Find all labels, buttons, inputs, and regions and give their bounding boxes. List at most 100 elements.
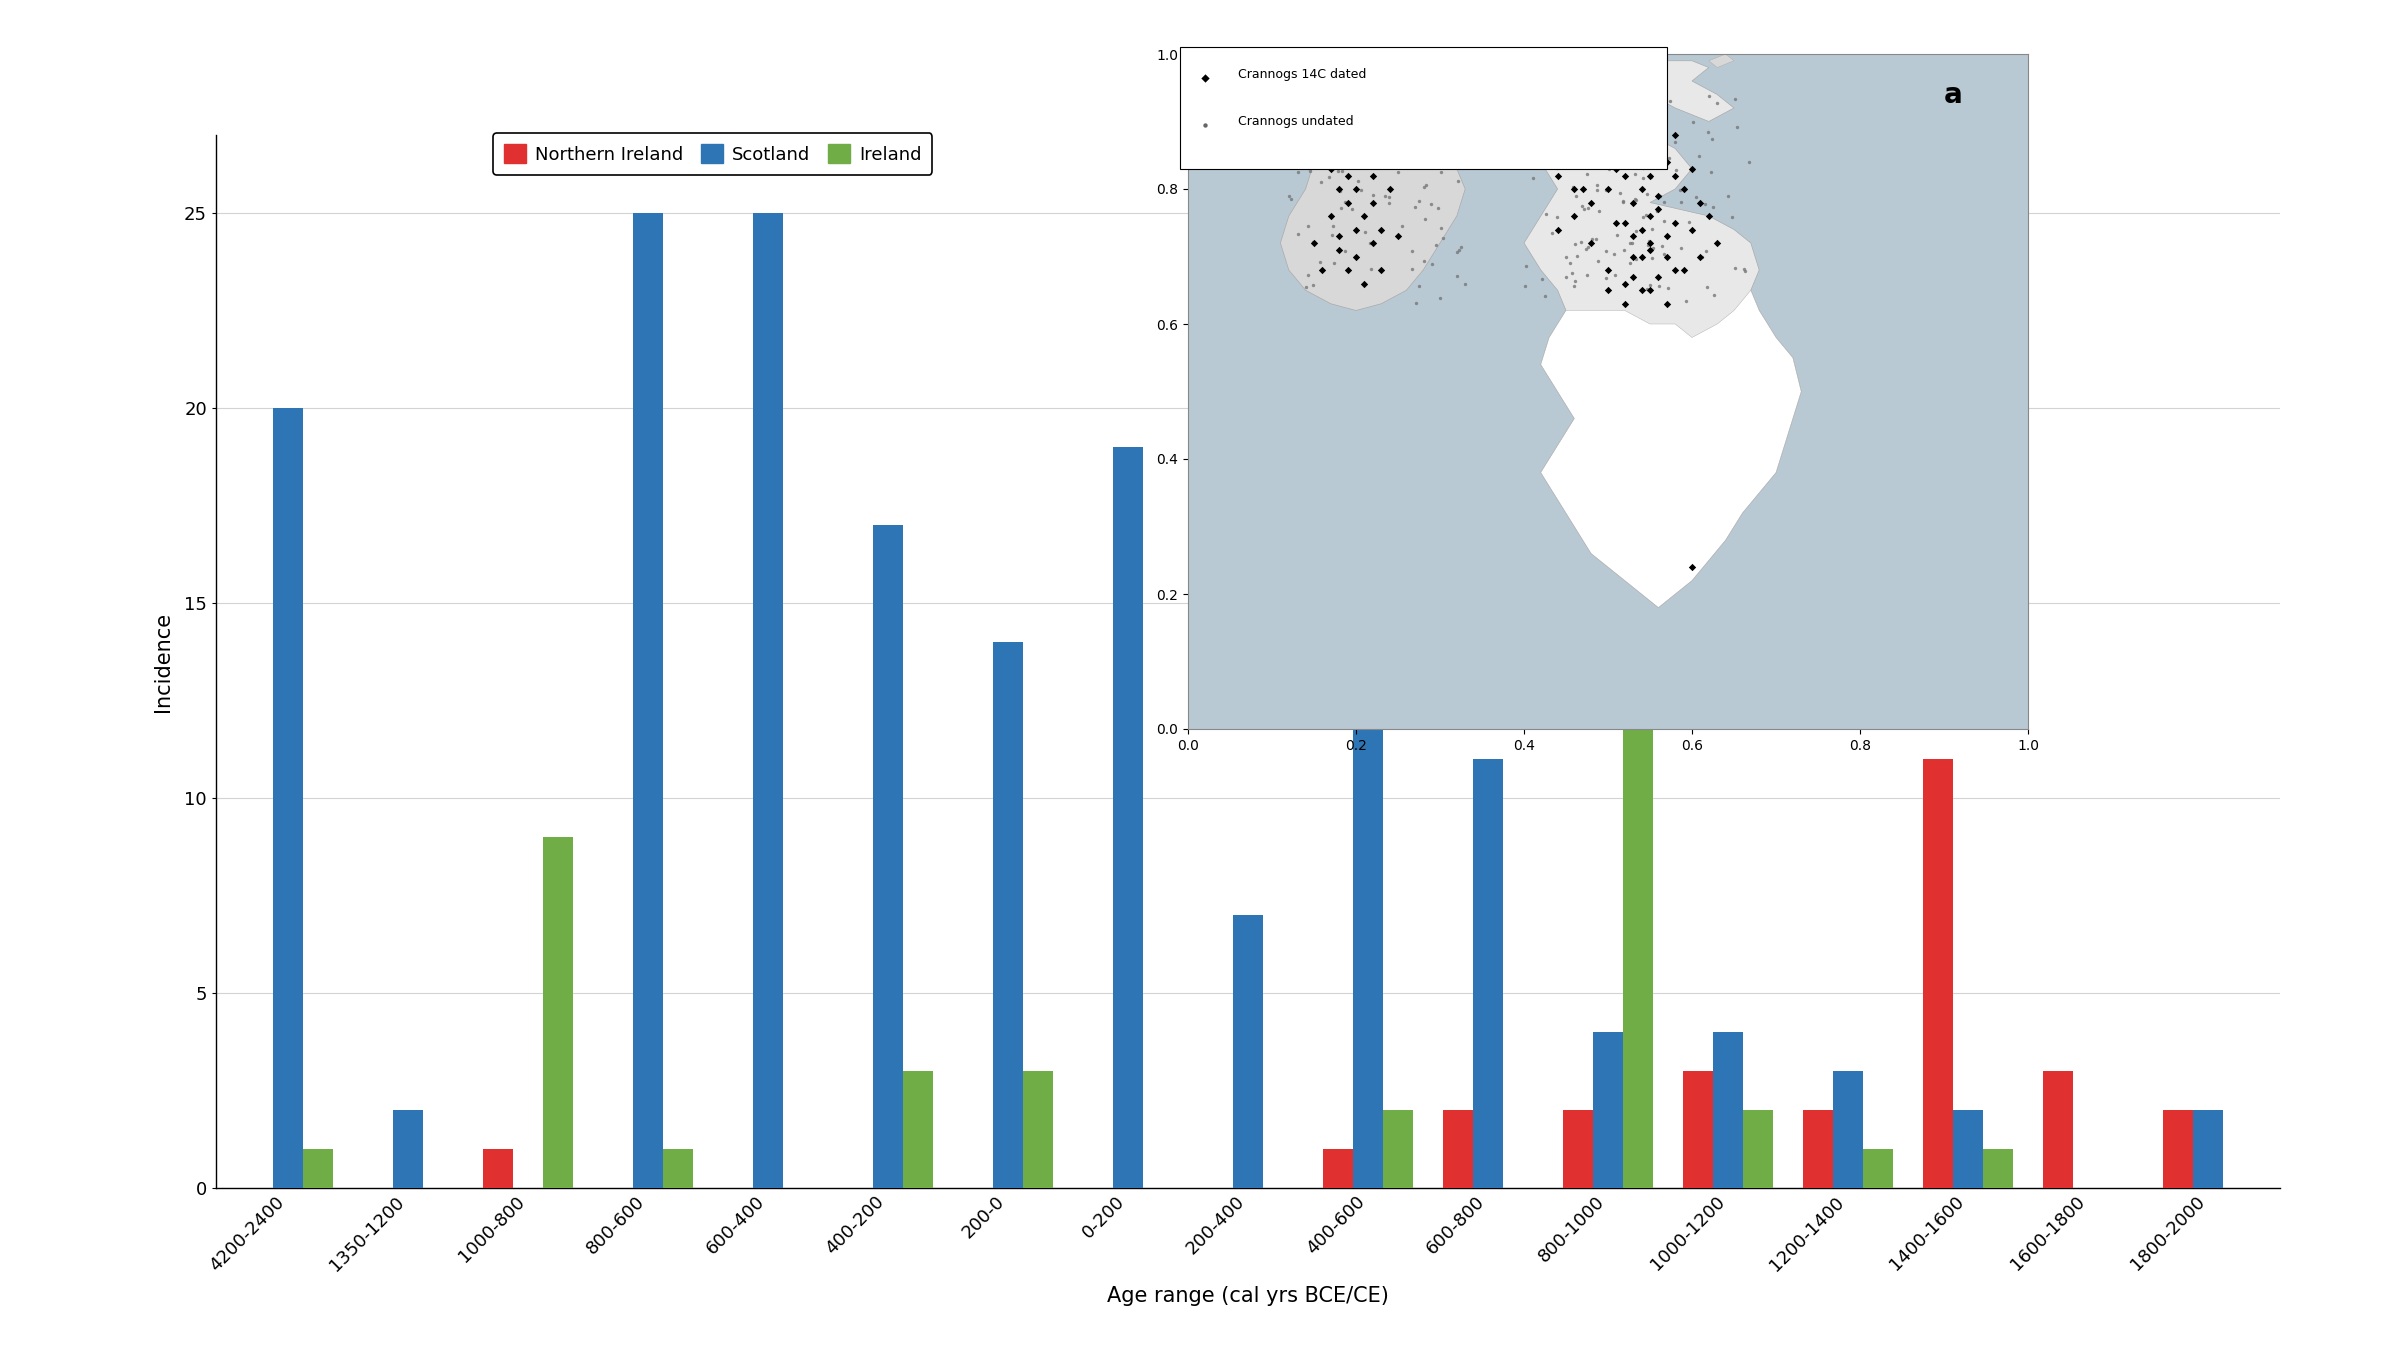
Bar <box>1474 759 1502 1188</box>
Point <box>1279 162 1318 184</box>
Text: Crannogs undated: Crannogs undated <box>1238 115 1354 128</box>
Point <box>1325 240 1363 262</box>
Point <box>1690 205 1728 227</box>
Point <box>1656 165 1694 186</box>
Point <box>1565 144 1603 166</box>
Point <box>1332 198 1370 220</box>
Point <box>1630 274 1668 296</box>
Point <box>1639 117 1678 139</box>
Point <box>1558 244 1596 266</box>
Point <box>1279 223 1318 244</box>
Point <box>1682 246 1721 267</box>
Text: Crannogs 14C dated: Crannogs 14C dated <box>1238 68 1366 81</box>
Point <box>1726 259 1764 281</box>
Point <box>1399 190 1438 212</box>
Point <box>1555 116 1594 138</box>
Bar <box>1742 1110 1774 1188</box>
Point <box>1186 115 1224 136</box>
Bar <box>1354 329 1382 1188</box>
Bar <box>994 643 1022 1188</box>
Point <box>1656 259 1694 281</box>
Point <box>1370 192 1409 213</box>
Point <box>1284 154 1322 176</box>
Point <box>1670 211 1709 232</box>
Point <box>1565 198 1603 220</box>
Point <box>1630 90 1668 112</box>
Point <box>1363 151 1402 173</box>
Point <box>1598 212 1637 234</box>
Point <box>1303 259 1342 281</box>
Point <box>1606 165 1644 186</box>
Point <box>1682 192 1721 213</box>
Bar <box>1922 759 1954 1188</box>
Point <box>1615 246 1654 267</box>
Point <box>1310 158 1349 180</box>
Point <box>1661 180 1699 201</box>
Point <box>1646 225 1685 247</box>
Point <box>1555 176 1594 197</box>
Point <box>1406 174 1445 196</box>
Point <box>1553 262 1591 284</box>
Point <box>1618 189 1656 211</box>
Point <box>1507 275 1546 297</box>
Point <box>1330 165 1368 186</box>
Point <box>1294 274 1332 296</box>
Point <box>1404 177 1442 198</box>
Point <box>1315 215 1354 236</box>
Point <box>1632 205 1670 227</box>
Point <box>1397 139 1435 161</box>
Point <box>1526 285 1565 306</box>
Point <box>1572 192 1610 213</box>
Point <box>1594 131 1632 153</box>
Point <box>1622 178 1661 200</box>
Point <box>1709 185 1747 207</box>
Point <box>1411 193 1450 215</box>
Point <box>1387 147 1426 169</box>
Y-axis label: Incidence: Incidence <box>154 612 173 711</box>
Point <box>1555 205 1594 227</box>
Point <box>1615 266 1654 288</box>
Point <box>1354 185 1392 207</box>
Bar <box>1022 1071 1054 1188</box>
Point <box>1646 293 1685 315</box>
Point <box>1442 236 1481 258</box>
Point <box>1337 178 1375 200</box>
Point <box>1610 232 1649 254</box>
Point <box>1567 263 1606 285</box>
Point <box>1421 217 1459 239</box>
Point <box>1678 186 1716 208</box>
Point <box>1342 180 1380 201</box>
Bar <box>902 1071 934 1188</box>
Point <box>1685 193 1723 215</box>
Point <box>1649 277 1687 298</box>
Point <box>1673 158 1711 180</box>
Point <box>1526 140 1565 162</box>
Bar <box>302 1149 334 1188</box>
Point <box>1318 159 1356 181</box>
Point <box>1610 252 1649 274</box>
Point <box>1440 239 1478 261</box>
Point <box>1320 239 1358 261</box>
Point <box>1438 170 1476 192</box>
Point <box>1354 192 1392 213</box>
Point <box>1351 232 1390 254</box>
Point <box>1577 174 1615 196</box>
Point <box>1606 273 1644 294</box>
Point <box>1714 207 1752 228</box>
Text: a: a <box>1944 81 1963 109</box>
Point <box>1673 219 1711 240</box>
Point <box>1639 266 1678 288</box>
Point <box>1694 285 1733 306</box>
Point <box>1346 144 1385 166</box>
Point <box>1591 99 1630 120</box>
X-axis label: Age range (cal yrs BCE/CE): Age range (cal yrs BCE/CE) <box>1106 1285 1390 1305</box>
Bar <box>2042 1071 2074 1188</box>
Point <box>1603 192 1642 213</box>
Point <box>1310 166 1349 188</box>
Point <box>1603 190 1642 212</box>
Point <box>1598 158 1637 180</box>
Point <box>1337 219 1375 240</box>
Bar <box>394 1110 422 1188</box>
Point <box>1586 130 1625 151</box>
Bar <box>1562 1110 1594 1188</box>
